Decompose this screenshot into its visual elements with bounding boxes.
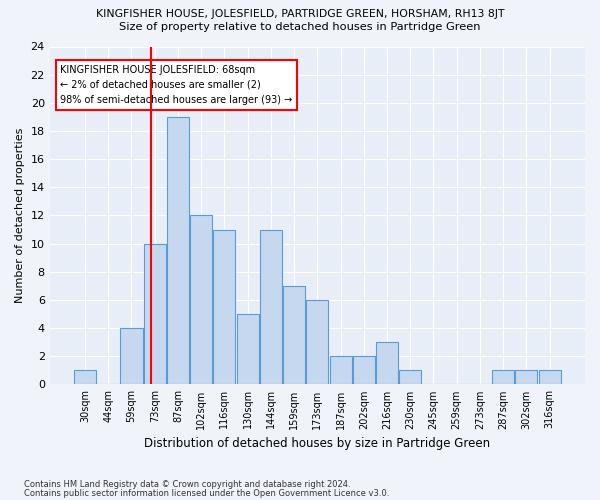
Text: Size of property relative to detached houses in Partridge Green: Size of property relative to detached ho… <box>119 22 481 32</box>
Bar <box>492 370 514 384</box>
Bar <box>190 216 212 384</box>
Bar <box>353 356 375 384</box>
Bar <box>74 370 96 384</box>
Bar <box>236 314 259 384</box>
Bar <box>306 300 328 384</box>
Bar <box>539 370 560 384</box>
Bar <box>214 230 235 384</box>
Bar <box>167 117 189 384</box>
Bar <box>399 370 421 384</box>
Y-axis label: Number of detached properties: Number of detached properties <box>15 128 25 303</box>
Bar <box>283 286 305 384</box>
X-axis label: Distribution of detached houses by size in Partridge Green: Distribution of detached houses by size … <box>144 437 490 450</box>
Bar <box>376 342 398 384</box>
Text: Contains HM Land Registry data © Crown copyright and database right 2024.: Contains HM Land Registry data © Crown c… <box>24 480 350 489</box>
Bar <box>260 230 282 384</box>
Text: KINGFISHER HOUSE JOLESFIELD: 68sqm
← 2% of detached houses are smaller (2)
98% o: KINGFISHER HOUSE JOLESFIELD: 68sqm ← 2% … <box>61 65 293 104</box>
Bar <box>121 328 143 384</box>
Bar <box>329 356 352 384</box>
Text: Contains public sector information licensed under the Open Government Licence v3: Contains public sector information licen… <box>24 489 389 498</box>
Text: KINGFISHER HOUSE, JOLESFIELD, PARTRIDGE GREEN, HORSHAM, RH13 8JT: KINGFISHER HOUSE, JOLESFIELD, PARTRIDGE … <box>96 9 504 19</box>
Bar <box>143 244 166 384</box>
Bar <box>515 370 538 384</box>
